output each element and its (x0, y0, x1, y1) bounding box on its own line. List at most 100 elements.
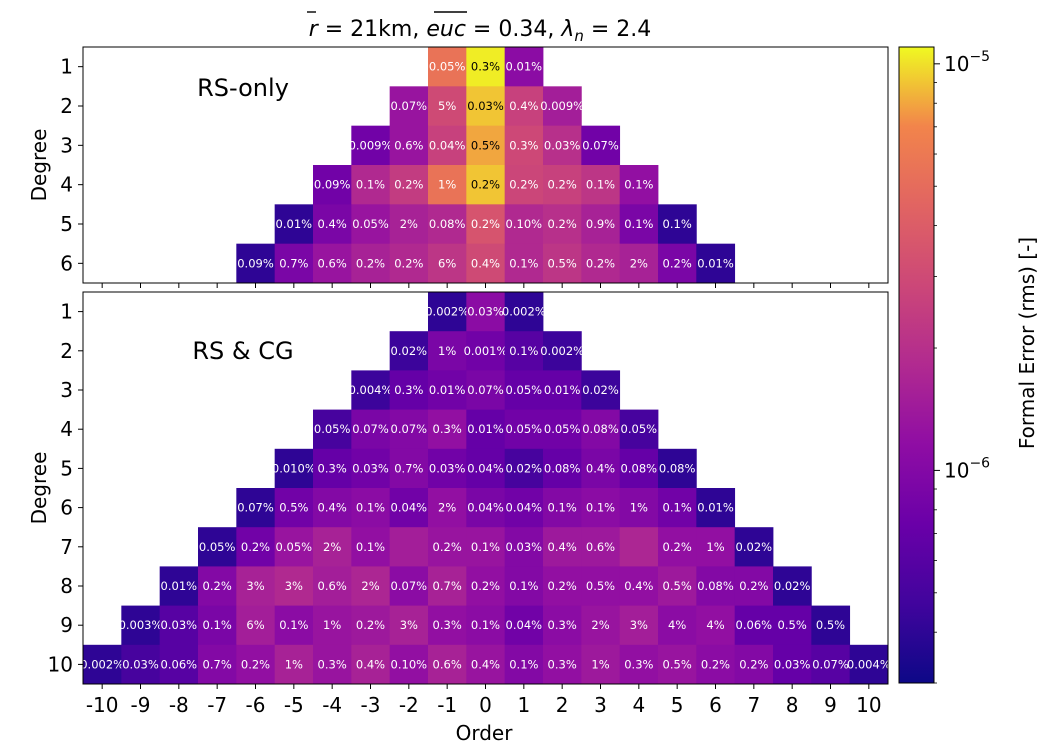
cell-label: 0.2% (203, 579, 232, 593)
cell-label: 0.1% (548, 501, 577, 515)
heatmap-cell (658, 644, 697, 685)
cell-label: 0.5% (548, 256, 577, 270)
heatmap-cell (581, 409, 621, 450)
cell-label: 0.001% (464, 344, 508, 358)
heatmap-cell (696, 527, 736, 567)
heatmap-cell (734, 566, 774, 606)
heatmap-cell (581, 605, 621, 646)
heatmap-cell (658, 448, 697, 489)
cell-label: 0.09% (237, 256, 274, 270)
cell-label: 0.5% (586, 579, 615, 593)
cell-label: 3% (246, 579, 264, 593)
y-axis-label: Degree (27, 452, 51, 525)
cell-label: 0.002% (80, 657, 124, 671)
colorbar-tick-label: 10−5 (944, 49, 990, 76)
heatmap-cell (504, 605, 544, 646)
x-tick-label: -6 (246, 693, 266, 717)
cell-label: 1% (285, 657, 303, 671)
cell-label: 0.4% (318, 217, 347, 231)
cell-label: 0.05% (314, 422, 351, 436)
cell-label: 0.3% (318, 657, 347, 671)
cell-label: 1% (323, 618, 341, 632)
cell-label: 0.03% (352, 461, 389, 475)
y-tick-label: 3 (60, 133, 73, 157)
cell-label: 0.2% (356, 256, 385, 270)
heatmap-cell (466, 47, 506, 87)
cell-label: 0.05% (544, 422, 581, 436)
heatmap-cell (313, 409, 352, 450)
heatmap-cell (658, 488, 697, 528)
heatmap-cell (619, 409, 659, 450)
cell-label: 0.1% (663, 501, 692, 515)
cell-label: 4% (668, 618, 686, 632)
heatmap-cell (236, 605, 276, 646)
heatmap-cell (466, 566, 506, 606)
heatmap-cell (159, 644, 199, 685)
heatmap-cell (389, 644, 429, 685)
heatmap-cell (351, 448, 391, 489)
heatmap-cell (389, 370, 429, 410)
heatmap-cell (389, 86, 429, 127)
heatmap-cell (313, 204, 352, 245)
heatmap-cell (428, 370, 467, 410)
heatmap-cell (504, 527, 544, 567)
heatmap-cell (734, 527, 774, 567)
heatmap-cell (198, 644, 237, 685)
cell-label: 0.2% (433, 540, 462, 554)
cell-label: 0.2% (586, 256, 615, 270)
heatmap-cell (466, 204, 506, 245)
heatmap-cell (351, 165, 391, 205)
heatmap-cell (274, 488, 314, 528)
y-tick-label: 9 (60, 613, 73, 637)
heatmap-cell (428, 86, 467, 127)
heatmap-cell (428, 566, 467, 606)
heatmap-cell (159, 605, 199, 646)
heatmap-cell (313, 566, 352, 606)
heatmap-cell (428, 165, 467, 205)
cell-label: 0.2% (548, 217, 577, 231)
heatmap-cell (581, 488, 621, 528)
heatmap-cell (389, 409, 429, 450)
y-tick-label: 4 (60, 417, 73, 441)
cell-label: 0.1% (586, 501, 615, 515)
cell-label: 0.06% (161, 657, 198, 671)
cell-label: 0.05% (429, 60, 466, 74)
cell-label: 0.1% (356, 540, 385, 554)
cell-label: 0.07% (391, 99, 428, 113)
cell-label: 0.3% (624, 657, 653, 671)
cell-label: 0.3% (318, 461, 347, 475)
cell-label: 0.03% (506, 540, 543, 554)
heatmap-cell (619, 566, 659, 606)
heatmap-cell (581, 448, 621, 489)
heatmap-cell (83, 644, 122, 685)
cell-label: 0.1% (509, 657, 538, 671)
heatmap-cell (236, 488, 276, 528)
heatmap-cell (428, 47, 467, 87)
heatmap-cell (773, 644, 812, 685)
cell-label: 0.4% (624, 579, 653, 593)
cell-label: 0.6% (586, 540, 615, 554)
heatmap-cell (619, 488, 659, 528)
heatmap-cell (466, 605, 506, 646)
y-tick-label: 6 (60, 496, 73, 520)
cell-label: 0.4% (471, 657, 500, 671)
cell-label: 1% (630, 501, 648, 515)
cell-label: 0.4% (509, 99, 538, 113)
cell-label: 0.2% (471, 579, 500, 593)
cell-label: 0.2% (663, 540, 692, 554)
cell-label: 0.5% (778, 618, 807, 632)
cell-label: 0.05% (199, 540, 236, 554)
cell-label: 3% (285, 579, 303, 593)
cell-label: 0.10% (391, 657, 428, 671)
y-tick-label: 6 (60, 251, 73, 275)
x-tick-label: -2 (399, 693, 419, 717)
cell-label: 0.004% (847, 657, 891, 671)
cell-label: 0.2% (548, 579, 577, 593)
heatmap-cell (236, 566, 276, 606)
cell-label: 3% (630, 618, 648, 632)
cell-label: 0.4% (586, 461, 615, 475)
heatmap-cell (466, 409, 506, 450)
heatmap-cell (504, 644, 544, 685)
cell-label: 0.2% (241, 540, 270, 554)
cell-label: 0.2% (739, 579, 768, 593)
